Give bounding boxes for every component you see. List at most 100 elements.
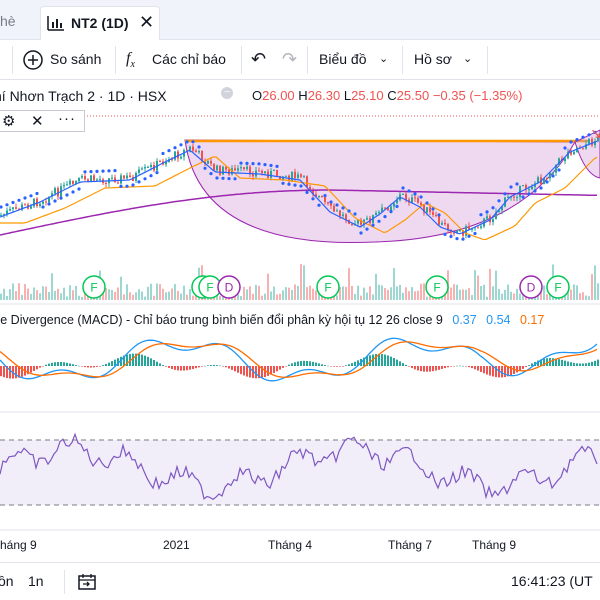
sar-dot [401, 186, 405, 190]
candle-body [225, 166, 227, 170]
candle-body [51, 193, 53, 197]
chevron-down-icon[interactable]: ⌄ [379, 53, 389, 65]
macd-histogram-bar [33, 366, 35, 371]
macd-histogram-bar [51, 362, 53, 366]
time-axis[interactable]: háng 9 2021 Tháng 4 Tháng 7 Tháng 9 [0, 529, 600, 552]
macd-legend[interactable]: ce Divergence (MACD) - Chỉ báo trung bìn… [0, 313, 544, 327]
volume-bar [39, 293, 41, 300]
macd-histogram-bar [576, 363, 578, 366]
macd-histogram-bar [528, 365, 530, 366]
symbol-title[interactable]: hí Nhơn Trạch 2 · 1D · HSX [0, 88, 167, 104]
candle-body [459, 230, 461, 232]
more-icon[interactable]: ··· [58, 110, 76, 127]
event-marker-circle [316, 275, 340, 299]
macd-histogram-bar [417, 366, 419, 371]
sar-dot [77, 187, 81, 191]
sar-dot [71, 190, 75, 194]
sar-dot [503, 192, 507, 196]
sar-dot [425, 201, 429, 205]
candle-body [432, 211, 434, 215]
macd-histogram-bar [567, 361, 569, 366]
macd-histogram-bar [588, 362, 590, 366]
sar-dot [581, 135, 585, 139]
tab-previous[interactable]: hè [0, 13, 16, 29]
compare-button[interactable]: So sánh [50, 51, 102, 67]
range-button[interactable]: ồn [0, 573, 14, 589]
volume-bar [285, 287, 287, 300]
volume-bar [579, 293, 581, 300]
candle-body [405, 193, 407, 200]
close-icon[interactable]: ✕ [139, 12, 155, 32]
macd-histogram-bar [438, 366, 440, 370]
function-icon[interactable]: fx [126, 50, 135, 71]
volume-bar [117, 287, 119, 300]
candle-body [264, 171, 266, 174]
event-markers[interactable]: FFFDFFDF↘ [82, 126, 600, 299]
volume-bar [441, 296, 443, 300]
volume-bar [348, 268, 350, 300]
macd-histogram-bar [375, 354, 377, 366]
macd-histogram-value: 0.17 [520, 313, 545, 327]
sar-dot [497, 199, 501, 203]
profile-button[interactable]: Hồ sơ [414, 51, 452, 67]
toolbar-divider [241, 46, 242, 74]
volume-bar [3, 288, 5, 300]
chart-type-button[interactable]: Biểu đồ [319, 51, 367, 67]
volume-bar [51, 273, 53, 300]
chevron-down-icon[interactable]: ⌄ [463, 53, 473, 65]
close-value: 25.50 [396, 88, 430, 103]
indicators-button[interactable]: Các chỉ báo [152, 51, 226, 67]
macd-histogram-bar [327, 365, 329, 367]
candle-body [150, 165, 152, 168]
candle-body [492, 219, 494, 223]
sar-dot [65, 193, 69, 197]
volume-bar [450, 287, 452, 300]
macd-histogram-bar [189, 366, 191, 370]
calendar-range-icon[interactable] [78, 573, 98, 591]
close-icon[interactable]: ✕ [31, 113, 44, 130]
sar-dot [539, 186, 543, 190]
candle-body [366, 218, 368, 220]
candle-body [240, 167, 242, 169]
sar-dot [461, 237, 465, 241]
macd-histogram-bar [561, 359, 563, 366]
candle-body [189, 146, 191, 151]
candle-body [15, 207, 17, 209]
candle-body [423, 204, 425, 213]
candle-body [387, 207, 389, 211]
candle-body [6, 210, 8, 214]
macd-histogram-bar [348, 364, 350, 366]
macd-histogram-bar [288, 364, 290, 366]
macd-histogram-bar [399, 361, 401, 366]
clock-timezone[interactable]: 16:41:23 (UT [511, 573, 593, 589]
gear-icon[interactable]: ⚙ [2, 113, 16, 130]
candle-body [474, 227, 476, 229]
macd-histogram-bar [426, 366, 428, 372]
volume-bar [240, 296, 242, 300]
macd-histogram-bar [123, 355, 125, 366]
volume-bar [54, 290, 56, 300]
volume-bar [369, 286, 371, 300]
sar-dot [317, 203, 321, 207]
sar-dot [407, 189, 411, 193]
candle-body [171, 159, 173, 161]
range-button[interactable]: 1n [28, 573, 44, 589]
redo-icon[interactable]: ↷ [282, 49, 298, 69]
volume-bar [489, 268, 491, 300]
sar-dot [383, 215, 387, 219]
candle-body [597, 136, 599, 142]
macd-histogram-bar [84, 366, 86, 368]
plus-circle-icon[interactable] [22, 49, 44, 71]
candle-body [252, 174, 254, 177]
sar-dot [341, 206, 345, 210]
macd-histogram-bar [21, 366, 23, 377]
volume-bar [468, 288, 470, 300]
tab-nt2[interactable]: NT2 (1D) ✕ [40, 6, 160, 40]
volume-bar [354, 294, 356, 300]
volume-bar [315, 290, 317, 300]
macd-histogram-bar [540, 359, 542, 366]
collapse-icon[interactable]: − [221, 87, 233, 99]
undo-icon[interactable]: ↶ [251, 49, 267, 69]
volume-bar [396, 286, 398, 300]
